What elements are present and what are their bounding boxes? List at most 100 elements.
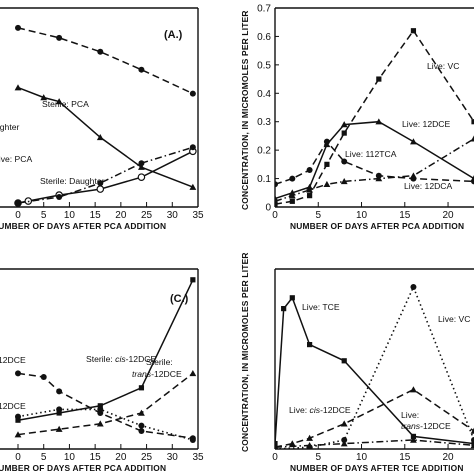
panel-c-data-point [138,428,145,434]
annotation-live-12dca: Live: 12DCA [404,181,453,191]
panel-b-x-tick-label: 10 [356,210,368,221]
panel-a-data-point [96,185,105,193]
panel-d-data-point [410,284,417,290]
panel-d-data-point [410,436,417,443]
panel-b-data-point [376,76,382,82]
panel-d-data-point [341,358,347,364]
panel-a-data-point [189,144,196,151]
panel-a-x-tick-label: 30 [167,210,179,221]
panel-b-y-tick-label: 0.3 [257,117,271,128]
panel-c-ticks: 0 5 10 15 20 25 30 35 [15,444,204,463]
panel-b-data-point [471,119,474,125]
panel-c-data-point [138,385,145,391]
panel-a-series-line [17,146,194,204]
panel-d-series-line [275,439,474,448]
annotation-live-trans-12dce-line1: Live: [401,410,419,420]
panel-a-series-line [17,27,194,95]
panel-b-data-point [410,138,417,145]
annotation-live-12dce: Live: 12DCE [402,119,451,129]
panel-c-data-point [189,370,197,377]
panel-c-data-point [56,410,62,416]
panel-d-data-point [306,442,314,449]
panel-d-x-tick-label: 20 [442,452,454,463]
panel-b-data-point [307,193,313,199]
panel-d-data-point [470,427,474,434]
panel-b-y-tick-label: 0.5 [257,60,271,71]
panel-b-y-axis-label: CONCENTRATION, IN MICROMOLES PER LITER [240,10,250,210]
panel-c-data-point [97,403,103,409]
panel-d-x-tick-label: 10 [356,452,368,463]
panel-c-data-point [97,406,104,413]
panel-a-label: (A.) [164,29,183,41]
panel-a-data-point [40,94,48,101]
panel-c-x-tick-label: 15 [90,452,102,463]
panel-a-data-point [189,183,197,190]
panel-b-y-tick-label: 0.4 [257,89,271,100]
panel-c-data-point [56,388,63,395]
annotation-daughter-partial: Daughter [0,122,19,132]
panel-c-series-sterile-cis-12dce [15,277,196,423]
panel-d-plot [275,284,474,449]
panel-d-series-live-trans-12dce [275,436,474,449]
panel-d-y-axis-label: CONCENTRATION, IN MICROMOLES PER LITER [240,252,250,452]
panel-b-ticks: 0 5 10 15 20 0 0.1 0.2 0.3 0.4 0.5 0.6 0.7 [257,4,454,222]
panel-a-data-point [138,66,145,73]
annotation-live-tce: Live: TCE [302,302,340,312]
panel-b-data-point [341,130,347,136]
panel-b-y-tick-label: 0.2 [257,146,271,157]
panel-b-data-point [306,167,313,174]
panel-a: 0 5 10 15 20 25 30 35 (A.) NUMBER OF DAYS AFTER… [0,7,204,231]
panel-d-data-point [470,442,474,449]
panel-a-ticks: 0 5 10 15 20 25 30 35 [15,202,204,221]
panel-b-plot [275,28,474,207]
panel-b-y-tick-label: 0 [265,203,271,214]
panel-b-data-point [375,118,383,125]
panel-d-data-point [281,306,287,312]
panel-a-data-point [97,48,104,55]
panel-c-data-point [138,409,145,416]
panel-b-data-point [288,192,296,199]
panel-d-data-point [306,434,314,441]
panel-b-y-tick-label: 0.7 [257,4,271,15]
panel-b-series-live-12dca [275,135,474,205]
panel-c-x-tick-label: 5 [41,452,47,463]
annotation-sterile-pca: Sterile: PCA [42,99,89,109]
panel-c-x-tick-label: 35 [192,452,204,463]
panel-c-series-line [17,408,194,441]
panel-b-data-point [375,175,383,182]
panel-a-data-point [14,84,22,91]
panel-c-x-tick-label: 10 [64,452,76,463]
panel-d: CONCENTRATION, IN MICROMOLES PER LITER 0… [240,252,474,473]
panel-b-data-point [323,180,331,187]
panel-b-data-point [410,172,417,179]
panel-c-data-point [96,420,104,427]
annotation-sterile-trans-12dce-line1: Sterile: [146,357,173,367]
panel-b-series-live-12dce [275,118,474,202]
panel-d-series-line [275,388,474,448]
panel-d-data-point [289,295,295,301]
panel-c-x-tick-label: 0 [15,452,21,463]
annotation-12dce-partial-lower: 12DCE [0,401,26,411]
panel-d-data-point [275,443,278,449]
panel-c-series-line [17,279,194,421]
panel-d-data-point [410,386,417,393]
panel-a-x-tick-label: 5 [41,210,47,221]
panel-b-annotations: Live: VC Live: 12DCE Live: 112TCA Live: … [345,61,459,191]
panel-b-series-line [275,29,474,205]
panel-b-data-point [275,197,279,205]
panel-b-axes [274,7,474,208]
panel-d-data-point [288,440,296,447]
panel-c-series-series-2 [15,370,196,442]
panel-a-series-line [17,86,194,188]
panel-c-series-line [17,372,194,439]
annotation-live-trans-12dce-line2: trans-12DCE [401,421,451,431]
panel-d-data-point [340,440,348,447]
panel-a-axes [0,7,199,208]
panel-a-x-tick-label: 0 [15,210,21,221]
annotation-live-112tca: Live: 112TCA [345,149,397,159]
panel-a-data-point [15,200,21,207]
panel-a-series-sterile-pca [15,24,196,97]
panel-b-data-point [410,28,417,34]
panel-a-series-live-pca [14,84,197,190]
panel-d-x-tick-label: 15 [399,452,411,463]
